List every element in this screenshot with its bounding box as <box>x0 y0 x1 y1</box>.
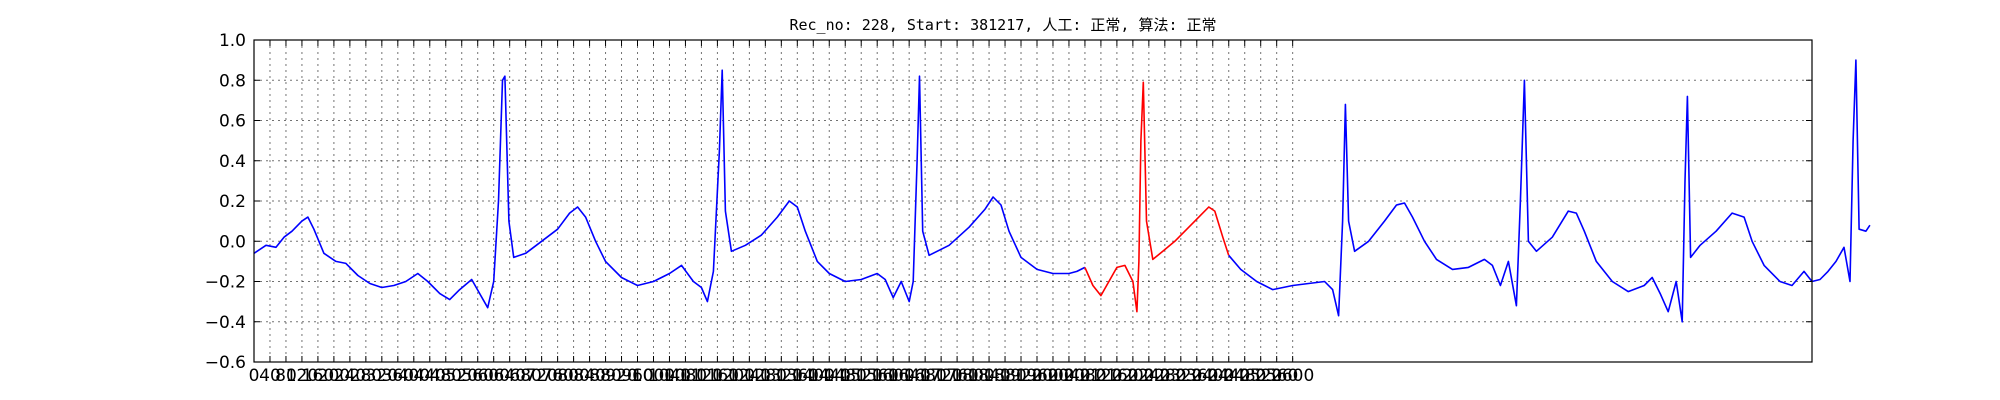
ecg-segment-2 <box>1084 81 1230 313</box>
x-tick-label: 1720 <box>919 366 962 386</box>
x-tick-label: 1520 <box>840 366 883 386</box>
x-tick-label: 1960 <box>1015 366 1058 386</box>
x-tick-label: 2080 <box>1063 366 1106 386</box>
x-tick-label: 1640 <box>888 366 931 386</box>
x-tick-label: 2040 <box>1047 366 1090 386</box>
y-tick-label: 0.0 <box>219 232 246 252</box>
x-tick-label: 2280 <box>1143 366 1186 386</box>
x-tick-label: 2240 <box>1127 366 1170 386</box>
x-tick-label: 1600 <box>872 366 915 386</box>
x-tick-label: 2520 <box>1239 366 1282 386</box>
y-tick-label: −0.2 <box>205 273 246 293</box>
x-tick-label: 2000 <box>1031 366 1074 386</box>
y-tick-label: −0.4 <box>205 313 246 333</box>
x-tick-label: 2440 <box>1207 366 1250 386</box>
x-tick-label: 760 <box>541 366 573 386</box>
x-tick-label: 1240 <box>728 366 771 386</box>
x-tick-label: 1160 <box>696 366 739 386</box>
y-tick-label: 0.4 <box>219 152 246 172</box>
x-tick-label: 1440 <box>808 366 851 386</box>
x-tick-label: 2200 <box>1111 366 1154 386</box>
x-tick-label: 1760 <box>935 366 978 386</box>
x-tick-label: 1880 <box>983 366 1026 386</box>
y-tick-label: 1.0 <box>219 31 246 51</box>
x-tick-label: 1080 <box>664 366 707 386</box>
plot-frame <box>253 39 1813 363</box>
x-tick-label: 40 <box>259 366 281 386</box>
x-tick-label: 680 <box>509 366 541 386</box>
x-tick-label: 280 <box>350 366 382 386</box>
y-tick-label: 0.2 <box>219 192 246 212</box>
x-tick-label: 560 <box>461 366 493 386</box>
x-axis: 0 408012016020024028032036040044048052056… <box>249 40 1314 386</box>
x-tick-label: 640 <box>493 366 525 386</box>
x-tick-label: 1360 <box>776 366 819 386</box>
y-tick-label: 0.6 <box>219 112 246 132</box>
x-tick-label: 2120 <box>1079 366 1122 386</box>
x-tick-label: 360 <box>382 366 414 386</box>
chart-title: Rec_no: 228, Start: 381217, 人工: 正常, 算法: … <box>789 16 1216 34</box>
ecg-segment-3 <box>1228 59 1871 323</box>
x-tick-label: 520 <box>446 366 478 386</box>
y-axis: 1.0 0.8 0.6 0.4 0.2 0.0 −0.2 −0.4 −0.6 <box>205 31 1812 373</box>
x-tick-label: 2320 <box>1159 366 1202 386</box>
x-tick-label: 440 <box>414 366 446 386</box>
x-tick-label: 480 <box>430 366 462 386</box>
x-tick-label: 2400 <box>1191 366 1234 386</box>
x-tick-label: 1280 <box>744 366 787 386</box>
x-tick-label: 800 <box>557 366 589 386</box>
x-tick-label: 1200 <box>712 366 755 386</box>
x-tick-label: 1480 <box>824 366 867 386</box>
x-tick-label: 0 <box>249 366 260 386</box>
x-tick-label: 240 <box>334 366 366 386</box>
series-layer <box>253 59 1871 323</box>
x-tick-label: 920 <box>605 366 637 386</box>
x-tick-label: 2360 <box>1175 366 1218 386</box>
x-tick-label: 1040 <box>648 366 691 386</box>
x-tick-label: 2600 <box>1271 366 1314 386</box>
x-tick-label: 1000 <box>632 366 675 386</box>
x-tick-label: 1920 <box>999 366 1042 386</box>
ecg-segment-1 <box>253 69 1086 309</box>
grid <box>254 39 1812 363</box>
x-tick-label: 1680 <box>904 366 947 386</box>
x-tick-label: 960 <box>621 366 653 386</box>
x-tick-label: 320 <box>366 366 398 386</box>
x-tick-label: 200 <box>318 366 350 386</box>
x-tick-label: 160 <box>302 366 334 386</box>
x-tick-label: 1840 <box>967 366 1010 386</box>
x-tick-label: 80 <box>275 366 297 386</box>
y-tick-label: −0.6 <box>205 353 246 373</box>
x-tick-label: 2560 <box>1255 366 1298 386</box>
x-tick-label: 120 <box>286 366 318 386</box>
x-tick-label: 1400 <box>792 366 835 386</box>
x-tick-label: 1560 <box>856 366 899 386</box>
x-tick-label: 1800 <box>951 366 994 386</box>
y-tick-label: 0.8 <box>219 71 246 91</box>
x-tick-label: 880 <box>589 366 621 386</box>
x-tick-label: 1320 <box>760 366 803 386</box>
x-tick-label: 400 <box>398 366 430 386</box>
x-tick-label: 600 <box>477 366 509 386</box>
x-tick-label: 2480 <box>1223 366 1266 386</box>
x-tick-label: 840 <box>573 366 605 386</box>
x-tick-label: 1120 <box>680 366 723 386</box>
x-tick-label: 2160 <box>1095 366 1138 386</box>
x-tick-label: 720 <box>525 366 557 386</box>
